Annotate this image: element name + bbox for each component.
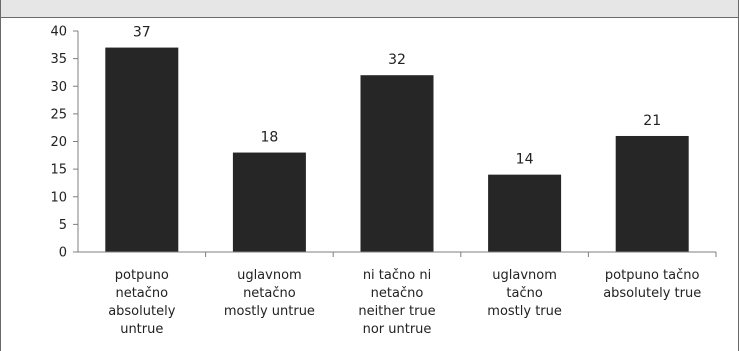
header-strip [0, 0, 739, 18]
category-label-line: uglavnom [237, 268, 302, 283]
category-label-line: uglavnom [492, 268, 557, 283]
x-axis: potpuno netačno absolutely untrue uglavnom ne… [78, 251, 717, 337]
category-label: ni tačno ni netačno neither true nor untrue [358, 268, 435, 337]
data-label: 37 [133, 25, 151, 41]
category-label-line: netačno [115, 286, 168, 301]
category-label-line: untrue [120, 322, 163, 337]
data-label: 14 [516, 152, 534, 168]
category-label-line: netačno [243, 286, 296, 301]
category-label-line: neither true [358, 304, 435, 319]
category-label-line: tačno [506, 286, 542, 301]
bars: 37 18 32 14 21 [105, 25, 689, 253]
data-label: 21 [643, 113, 661, 129]
bar [615, 135, 689, 252]
y-tick-label: 0 [59, 246, 67, 261]
frame-left-border [0, 0, 1, 351]
category-label-line: absolutely true [603, 286, 701, 301]
category-label-line: nor untrue [363, 322, 432, 337]
y-tick-label: 30 [50, 80, 67, 95]
y-tick-label: 5 [59, 218, 67, 233]
data-label: 32 [388, 52, 406, 68]
y-tick-label: 10 [50, 190, 67, 205]
y-tick-label: 25 [50, 107, 67, 122]
category-label-line: ni tačno ni [363, 268, 431, 283]
y-tick-label: 20 [50, 135, 67, 150]
bar [488, 174, 562, 252]
category-label: uglavnom netačno mostly untrue [224, 268, 315, 319]
y-tick-label: 15 [50, 163, 67, 178]
bar [105, 47, 179, 253]
category-label-line: netačno [371, 286, 424, 301]
bar [360, 75, 434, 252]
y-axis: 0 5 10 15 20 25 30 35 40 [50, 25, 79, 261]
category-label: uglavnom tačno mostly true [487, 268, 562, 319]
y-tick-label: 40 [50, 25, 67, 40]
category-label-line: mostly true [487, 304, 562, 319]
bar [232, 152, 306, 252]
category-label-line: absolutely [108, 304, 176, 319]
y-tick-label: 35 [50, 52, 67, 67]
category-label-line: potpuno tačno [605, 268, 700, 283]
category-label: potpuno netačno absolutely untrue [108, 268, 176, 337]
category-label: potpuno tačno absolutely true [603, 268, 701, 301]
category-label-line: potpuno [115, 268, 169, 283]
category-label-line: mostly untrue [224, 304, 315, 319]
data-label: 18 [260, 130, 278, 146]
